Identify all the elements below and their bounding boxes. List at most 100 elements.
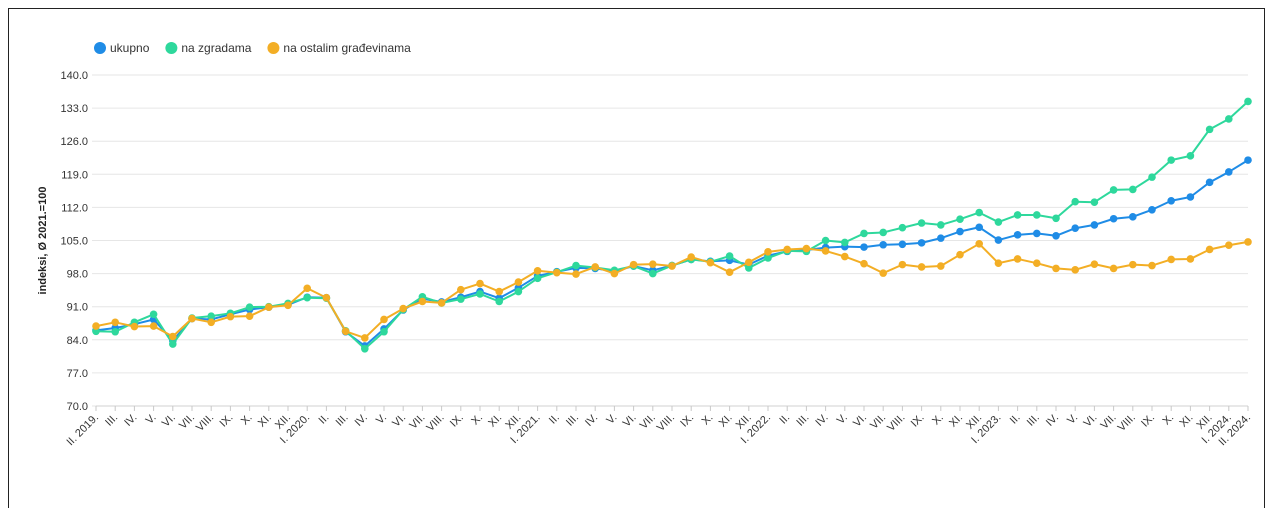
data-point[interactable] (1071, 266, 1079, 274)
data-point[interactable] (841, 252, 849, 261)
data-point[interactable] (149, 322, 158, 330)
data-point[interactable] (1090, 198, 1099, 206)
data-point[interactable] (207, 318, 215, 327)
data-point[interactable] (92, 327, 100, 336)
data-point[interactable] (860, 259, 868, 268)
data-point[interactable] (1167, 196, 1175, 205)
data-point[interactable] (495, 297, 504, 306)
data-point[interactable] (245, 303, 254, 311)
data-point[interactable] (111, 327, 119, 336)
data-point[interactable] (994, 218, 1003, 226)
data-point[interactable] (572, 270, 580, 278)
data-point[interactable] (917, 263, 926, 271)
data-point[interactable] (879, 269, 887, 277)
data-point[interactable] (1225, 241, 1233, 250)
data-point[interactable] (879, 228, 887, 237)
data-point[interactable] (610, 269, 619, 278)
data-point[interactable] (169, 340, 177, 348)
data-point[interactable] (1013, 231, 1022, 239)
data-point[interactable] (994, 236, 1003, 244)
data-point[interactable] (649, 260, 657, 268)
data-point[interactable] (956, 215, 964, 224)
data-point[interactable] (898, 260, 907, 269)
data-point[interactable] (380, 315, 388, 324)
data-point[interactable] (437, 299, 446, 307)
data-point[interactable] (764, 248, 772, 256)
data-point[interactable] (476, 290, 484, 298)
data-point[interactable] (937, 234, 945, 242)
data-point[interactable] (553, 268, 561, 277)
data-point[interactable] (514, 287, 523, 296)
data-point[interactable] (418, 297, 427, 306)
data-point[interactable] (1148, 173, 1156, 181)
data-point[interactable] (1205, 125, 1214, 134)
data-point[interactable] (860, 243, 868, 251)
data-point[interactable] (1033, 229, 1041, 238)
data-point[interactable] (476, 279, 484, 288)
data-point[interactable] (514, 278, 523, 286)
data-point[interactable] (1071, 224, 1079, 233)
data-point[interactable] (1052, 214, 1060, 223)
data-point[interactable] (917, 239, 926, 247)
data-point[interactable] (841, 238, 849, 247)
data-point[interactable] (937, 262, 945, 270)
data-point[interactable] (245, 312, 254, 320)
data-point[interactable] (668, 262, 676, 270)
data-point[interactable] (898, 240, 907, 249)
data-point[interactable] (879, 240, 887, 249)
data-point[interactable] (533, 274, 542, 283)
data-point[interactable] (1109, 264, 1118, 273)
data-point[interactable] (149, 310, 158, 319)
data-point[interactable] (533, 266, 542, 275)
data-point[interactable] (937, 221, 945, 229)
data-point[interactable] (956, 227, 964, 236)
data-point[interactable] (975, 240, 983, 248)
data-point[interactable] (821, 236, 830, 245)
data-point[interactable] (572, 261, 580, 270)
data-point[interactable] (341, 327, 350, 336)
data-point[interactable] (1013, 255, 1022, 263)
data-point[interactable] (457, 285, 465, 294)
data-point[interactable] (1167, 156, 1175, 164)
data-point[interactable] (1148, 261, 1156, 270)
data-point[interactable] (1148, 205, 1156, 214)
data-point[interactable] (322, 293, 331, 302)
data-point[interactable] (783, 245, 791, 254)
data-point[interactable] (1186, 193, 1195, 201)
data-point[interactable] (1090, 260, 1099, 268)
data-point[interactable] (226, 312, 235, 321)
data-point[interactable] (725, 252, 734, 260)
data-point[interactable] (917, 219, 926, 227)
data-point[interactable] (725, 268, 734, 276)
data-point[interactable] (1109, 186, 1118, 194)
legend-item[interactable]: na ostalim građevinama (283, 41, 411, 55)
data-point[interactable] (1225, 168, 1233, 176)
data-point[interactable] (1129, 185, 1137, 194)
data-point[interactable] (380, 327, 388, 336)
data-point[interactable] (1129, 213, 1137, 221)
data-point[interactable] (1244, 238, 1252, 246)
data-point[interactable] (975, 223, 983, 232)
data-point[interactable] (649, 269, 657, 278)
data-point[interactable] (361, 344, 369, 353)
data-point[interactable] (975, 208, 983, 217)
data-point[interactable] (1205, 178, 1214, 187)
data-point[interactable] (745, 258, 753, 267)
data-point[interactable] (629, 260, 638, 269)
data-point[interactable] (303, 293, 312, 302)
data-point[interactable] (1244, 97, 1252, 106)
data-point[interactable] (1090, 221, 1099, 229)
data-point[interactable] (1244, 156, 1252, 164)
data-point[interactable] (130, 322, 139, 331)
data-point[interactable] (1129, 260, 1137, 269)
legend-item[interactable]: ukupno (110, 41, 150, 55)
data-point[interactable] (457, 295, 465, 303)
data-point[interactable] (994, 259, 1003, 267)
data-point[interactable] (1033, 211, 1041, 219)
data-point[interactable] (399, 304, 408, 313)
data-point[interactable] (956, 250, 964, 259)
data-point[interactable] (1052, 231, 1060, 240)
data-point[interactable] (591, 263, 599, 271)
data-point[interactable] (1186, 255, 1195, 263)
data-point[interactable] (265, 303, 273, 311)
